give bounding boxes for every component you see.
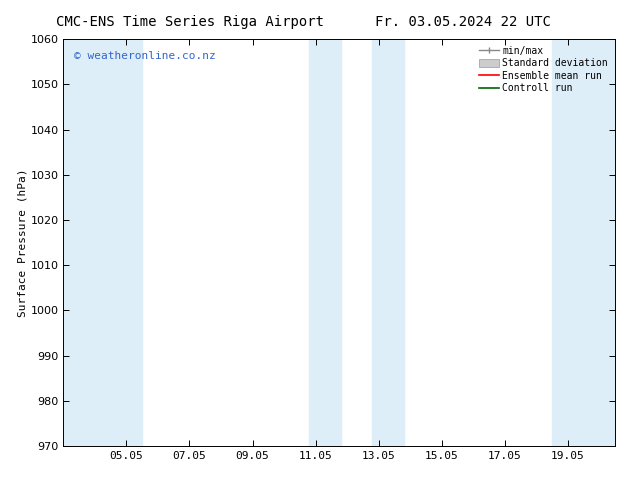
- Bar: [63, 39, 142, 446]
- Text: CMC-ENS Time Series Riga Airport: CMC-ENS Time Series Riga Airport: [56, 15, 324, 29]
- Text: Fr. 03.05.2024 22 UTC: Fr. 03.05.2024 22 UTC: [375, 15, 551, 29]
- Y-axis label: Surface Pressure (hPa): Surface Pressure (hPa): [18, 168, 28, 317]
- Bar: [552, 39, 615, 446]
- Legend: min/max, Standard deviation, Ensemble mean run, Controll run: min/max, Standard deviation, Ensemble me…: [477, 44, 610, 95]
- Bar: [309, 39, 340, 446]
- Bar: [372, 39, 404, 446]
- Text: © weatheronline.co.nz: © weatheronline.co.nz: [74, 51, 216, 61]
